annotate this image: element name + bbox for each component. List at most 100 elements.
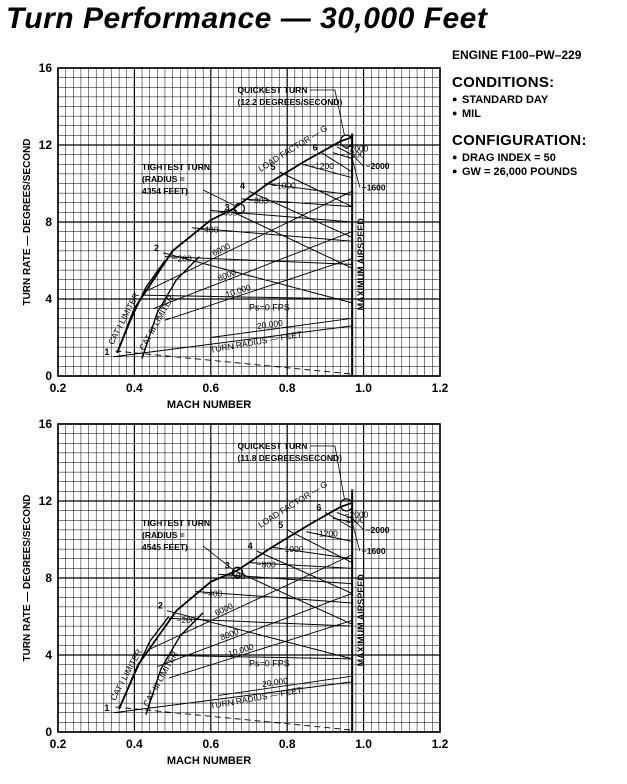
load-factor-label: 1 bbox=[104, 347, 109, 357]
load-factor-line bbox=[248, 190, 353, 238]
ps-line bbox=[306, 531, 353, 542]
limiter-label: CAT III LIMITER bbox=[141, 649, 180, 708]
turn-radius-line bbox=[210, 317, 353, 338]
ps-label: −1200 bbox=[314, 529, 338, 539]
quickest-turn-leader bbox=[310, 89, 345, 136]
ps-label: −200 bbox=[173, 253, 192, 263]
load-factor-label: 6 bbox=[316, 503, 321, 513]
y-tick-label: 4 bbox=[45, 648, 52, 662]
quickest-turn-marker bbox=[339, 498, 354, 512]
turn-radius-label: 20,000 bbox=[256, 318, 283, 331]
quickest-turn-label: QUICKEST TURN bbox=[238, 441, 308, 451]
load-factor-line bbox=[233, 569, 353, 625]
load-factor-line bbox=[113, 681, 353, 714]
ps-line bbox=[195, 591, 353, 604]
ps-line bbox=[241, 198, 353, 208]
y-tick-label: 12 bbox=[39, 138, 53, 152]
ps-line bbox=[336, 146, 353, 156]
ps-line bbox=[264, 183, 353, 196]
x-tick-label: 0.6 bbox=[202, 381, 219, 395]
load-factor-label: 5 bbox=[278, 520, 283, 530]
tightest-turn-radius-label: (RADIUS = bbox=[142, 530, 185, 540]
tightest-turn-label: TIGHTEST TURN bbox=[142, 518, 210, 528]
plot-frame bbox=[57, 67, 441, 377]
load-factor-label: 2 bbox=[158, 601, 163, 611]
ps-1600-label: −1600 bbox=[362, 182, 386, 192]
ps-line bbox=[145, 654, 353, 660]
limiter-line bbox=[141, 256, 200, 359]
ps-label: −1000 bbox=[272, 180, 296, 190]
x-tick-label: 1.2 bbox=[432, 737, 449, 751]
ps-2000-leader bbox=[351, 154, 364, 167]
turn-radius-label: 20,000 bbox=[261, 675, 288, 689]
ps-label: −1200 bbox=[310, 161, 334, 171]
quickest-turn-marker bbox=[339, 134, 354, 148]
limiter-line bbox=[145, 612, 204, 715]
x-tick-label: 0.4 bbox=[126, 737, 143, 751]
max-airspeed-label: MAXIMUM AIRSPEED bbox=[356, 218, 366, 311]
turn-radius-label: 6000 bbox=[213, 601, 235, 618]
y-axis-label: TURN RATE — DEGREES/SECOND bbox=[22, 494, 33, 661]
turn-radius-line bbox=[168, 619, 353, 679]
quickest-turn-leader bbox=[310, 445, 345, 499]
ps-line bbox=[302, 163, 353, 179]
ps-label: −200 bbox=[176, 615, 195, 625]
ps-1600-leader bbox=[351, 158, 361, 188]
limiter-label: CAT III LIMITER bbox=[137, 293, 176, 352]
ps-label: −600 bbox=[226, 571, 245, 581]
tightest-turn-leader bbox=[202, 189, 235, 206]
condition-item: MIL bbox=[452, 108, 624, 120]
ps-2000-label: −2000 bbox=[366, 525, 390, 535]
y-tick-label: 16 bbox=[39, 417, 53, 431]
configuration-item: GW = 26,000 POUNDS bbox=[452, 166, 624, 178]
load-factor-line bbox=[279, 171, 353, 208]
conditions-list: STANDARD DAY MIL bbox=[452, 94, 624, 120]
info-panel: ENGINE F100–PW–229 CONDITIONS: STANDARD … bbox=[452, 46, 624, 180]
configuration-item: DRAG INDEX = 50 bbox=[452, 152, 624, 164]
ps-line bbox=[168, 617, 353, 627]
y-tick-label: 0 bbox=[45, 369, 52, 383]
tightest-turn-marker bbox=[231, 566, 244, 578]
page-title: Turn Performance — 30,000 Feet bbox=[6, 2, 488, 35]
y-tick-label: 4 bbox=[45, 292, 52, 306]
ps-label: −800 bbox=[249, 196, 268, 206]
load-factor-line bbox=[256, 550, 353, 594]
ps-label: −2000 bbox=[345, 144, 369, 154]
x-tick-label: 0.2 bbox=[50, 381, 67, 395]
ps-zero-label: Ps=0 FPS bbox=[249, 303, 290, 313]
y-tick-label: 8 bbox=[45, 571, 52, 585]
y-tick-label: 8 bbox=[45, 215, 52, 229]
load-factor-line bbox=[321, 152, 353, 173]
turn-radius-line bbox=[145, 190, 353, 292]
ps-line bbox=[336, 512, 353, 519]
envelope-curve bbox=[116, 136, 353, 354]
ps-label: −1600 bbox=[341, 150, 365, 160]
ps-zero-label: Ps=0 FPS bbox=[249, 659, 290, 669]
conditions-header: CONDITIONS: bbox=[452, 74, 555, 91]
max-airspeed-label: MAXIMUM AIRSPEED bbox=[356, 574, 366, 667]
y-tick-label: 0 bbox=[45, 725, 52, 739]
tightest-turn-radius-label: (RADIUS = bbox=[142, 174, 185, 184]
ps-line bbox=[164, 256, 353, 265]
load-factor-line bbox=[233, 211, 353, 269]
turn-radius-line bbox=[164, 258, 353, 321]
ps-label: −400 bbox=[203, 588, 222, 598]
load-factor-label: 1 bbox=[104, 703, 109, 713]
x-tick-label: 1.2 bbox=[432, 381, 449, 395]
ps-label: −400 bbox=[199, 225, 218, 235]
ps-line bbox=[332, 152, 353, 159]
tightest-turn-marker bbox=[233, 202, 246, 215]
y-tick-label: 12 bbox=[39, 494, 53, 508]
x-tick-label: 1.0 bbox=[355, 381, 372, 395]
load-factor-label: 6 bbox=[313, 143, 318, 153]
ps-label: −1600 bbox=[341, 515, 365, 525]
load-factor-label: 4 bbox=[240, 181, 245, 191]
load-factor-label: 5 bbox=[271, 162, 276, 172]
ps-2000-leader bbox=[351, 518, 364, 531]
envelope-curve bbox=[118, 502, 353, 710]
load-factor-line bbox=[286, 529, 353, 564]
ps-label: −800 bbox=[257, 559, 276, 569]
quickest-turn-value: (11.8 DEGREES/SECOND) bbox=[238, 453, 343, 463]
y-tick-label: 16 bbox=[39, 61, 53, 75]
